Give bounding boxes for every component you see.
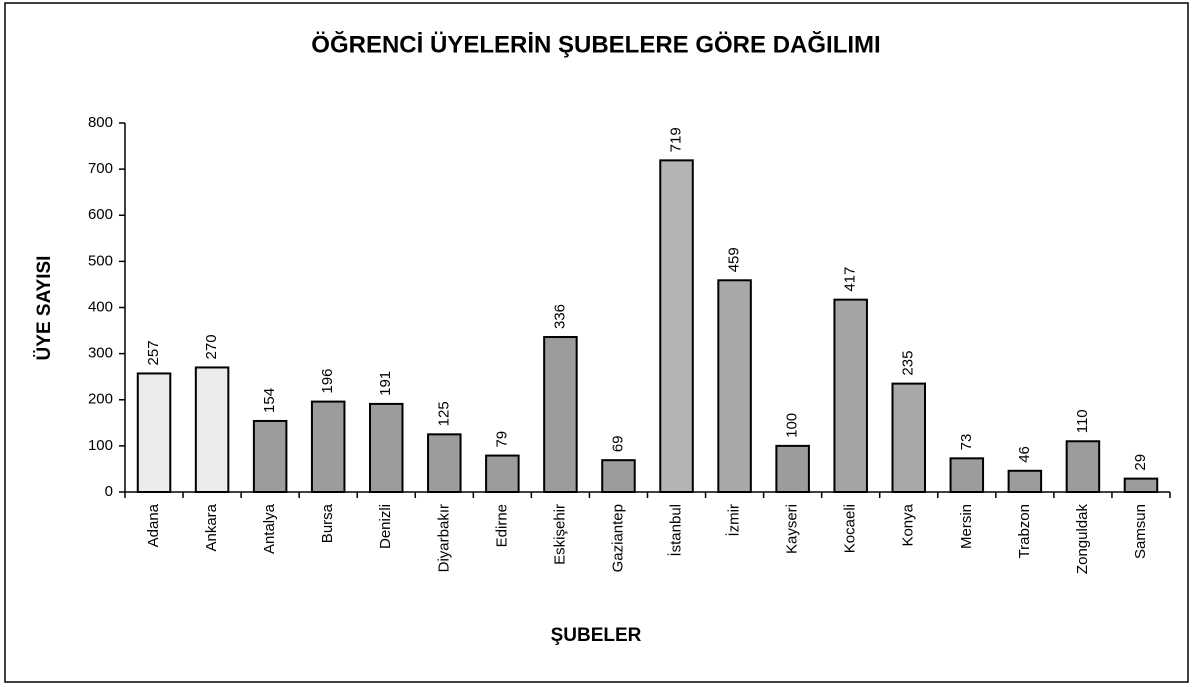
bar	[194, 366, 230, 493]
data-label: 235	[900, 351, 917, 376]
y-axis-title: ÜYE SAYISI	[34, 256, 55, 361]
x-tick-label: İzmir	[725, 504, 743, 537]
chart-title: ÖĞRENCİ ÜYELERİN ŞUBELERE GÖRE DAĞILIMI	[311, 30, 880, 58]
data-label: 110	[1074, 409, 1091, 433]
x-tick-label: Ankara	[203, 503, 220, 551]
y-tick-label: 100	[88, 437, 113, 454]
bar	[775, 444, 810, 493]
data-label: 46	[1016, 446, 1033, 463]
x-tick-label: Adana	[145, 503, 162, 547]
data-label: 100	[784, 413, 801, 438]
data-label: 191	[377, 371, 394, 396]
data-label: 336	[551, 304, 568, 329]
data-label: 29	[1132, 454, 1149, 471]
x-tick-label: Kayseri	[784, 504, 801, 554]
data-label: 459	[726, 247, 743, 272]
x-tick-label: Trabzon	[1016, 504, 1033, 558]
x-tick-label: Edirne	[493, 504, 510, 547]
bar	[891, 382, 927, 494]
y-tick-label: 500	[88, 252, 113, 269]
bar	[368, 402, 404, 493]
data-label: 79	[493, 431, 510, 448]
data-label: 154	[261, 388, 278, 413]
bar	[601, 459, 636, 493]
data-label: 196	[319, 369, 336, 394]
x-tick-label: Mersin	[958, 504, 975, 549]
bar	[717, 279, 752, 493]
bar	[310, 400, 346, 493]
bar	[427, 433, 462, 493]
bar	[252, 419, 288, 493]
y-tick-label: 800	[88, 114, 113, 131]
data-label: 270	[203, 334, 220, 359]
x-tick-label: Samsun	[1132, 504, 1149, 559]
x-tick-label: Antalya	[261, 503, 278, 554]
x-tick-label: İstanbul	[666, 504, 684, 557]
x-tick-label: Eskişehir	[551, 504, 568, 565]
y-tick-label: 0	[105, 483, 113, 500]
bar	[136, 372, 172, 493]
bar	[949, 457, 985, 493]
bar	[543, 336, 578, 493]
y-tick-label: 400	[88, 298, 113, 315]
data-label: 125	[435, 401, 452, 426]
x-tick-label: Diyarbakır	[435, 504, 452, 572]
x-tick-label: Gaziantep	[609, 504, 626, 572]
x-tick-label: Konya	[900, 503, 917, 546]
bar	[1123, 477, 1159, 493]
y-tick-label: 300	[88, 345, 113, 362]
data-label: 257	[145, 340, 162, 365]
data-label: 417	[842, 267, 859, 292]
x-tick-label: Zonguldak	[1074, 504, 1091, 575]
x-tick-label: Denizli	[377, 504, 394, 549]
y-tick-label: 600	[88, 206, 113, 223]
data-label: 69	[609, 435, 626, 452]
bar	[833, 298, 868, 493]
bar	[485, 454, 520, 493]
y-tick-label: 200	[88, 391, 113, 408]
y-tick-label: 700	[88, 160, 113, 177]
x-tick-label: Kocaeli	[842, 504, 859, 553]
x-axis-title: ŞUBELER	[551, 625, 642, 646]
chart-border	[4, 2, 1189, 683]
data-label: 719	[667, 127, 684, 152]
bar	[1065, 440, 1101, 494]
bar	[659, 159, 694, 494]
bar	[1007, 469, 1043, 494]
x-tick-label: Bursa	[319, 503, 336, 543]
data-label: 73	[958, 434, 975, 451]
